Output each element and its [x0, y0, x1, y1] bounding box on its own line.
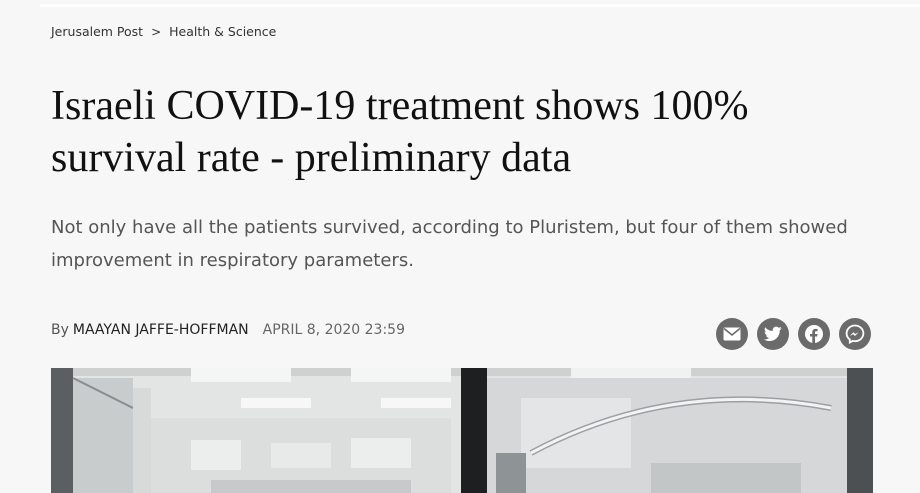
twitter-icon [764, 326, 782, 342]
share-messenger-button[interactable] [839, 318, 871, 350]
byline-prefix: By [51, 322, 69, 338]
breadcrumb: Jerusalem Post > Health & Science [51, 24, 276, 39]
lab-photo [51, 368, 873, 493]
share-bar [716, 318, 871, 350]
share-email-button[interactable] [716, 318, 748, 350]
breadcrumb-section-link[interactable]: Health & Science [169, 24, 277, 39]
article-headline: Israeli COVID-19 treatment shows 100% su… [51, 83, 749, 181]
email-icon [723, 327, 741, 341]
share-twitter-button[interactable] [757, 318, 789, 350]
top-divider [40, 4, 920, 7]
facebook-icon [805, 325, 823, 343]
article-subheadline: Not only have all the patients survived,… [51, 217, 848, 271]
breadcrumb-separator: > [151, 24, 162, 39]
breadcrumb-home-link[interactable]: Jerusalem Post [51, 24, 144, 39]
article-hero-image [51, 368, 873, 493]
share-facebook-button[interactable] [798, 318, 830, 350]
messenger-icon [845, 324, 865, 344]
author-link[interactable]: MAAYAN JAFFE-HOFFMAN [72, 322, 249, 338]
publish-date: APRIL 8, 2020 23:59 [262, 322, 405, 338]
byline: By MAAYAN JAFFE-HOFFMAN APRIL 8, 2020 23… [51, 322, 405, 338]
